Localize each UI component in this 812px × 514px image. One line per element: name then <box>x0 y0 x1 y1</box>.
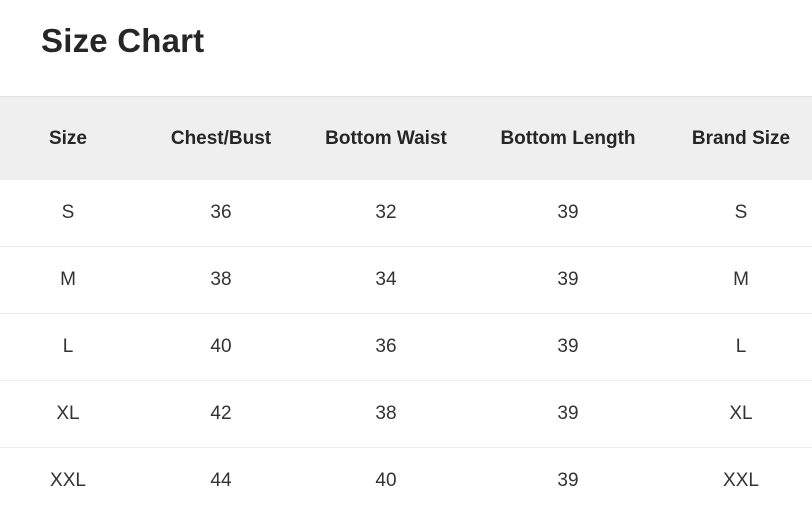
column-header-brand-size: Brand Size <box>670 97 812 181</box>
cell-bottom-waist: 38 <box>306 381 466 448</box>
cell-size: L <box>0 314 136 381</box>
column-header-chest-bust: Chest/Bust <box>136 97 306 181</box>
cell-brand-size: XXL <box>670 448 812 514</box>
column-header-size: Size <box>0 97 136 181</box>
cell-size: XL <box>0 381 136 448</box>
cell-bottom-waist: 36 <box>306 314 466 381</box>
cell-bottom-length: 39 <box>466 180 670 247</box>
column-header-bottom-waist: Bottom Waist <box>306 97 466 181</box>
cell-bottom-waist: 40 <box>306 448 466 514</box>
cell-bottom-length: 39 <box>466 247 670 314</box>
cell-brand-size: XL <box>670 381 812 448</box>
page-title: Size Chart <box>41 22 204 60</box>
cell-size: XXL <box>0 448 136 514</box>
cell-chest-bust: 38 <box>136 247 306 314</box>
cell-bottom-waist: 34 <box>306 247 466 314</box>
cell-bottom-length: 39 <box>466 381 670 448</box>
column-header-bottom-length: Bottom Length <box>466 97 670 181</box>
cell-chest-bust: 44 <box>136 448 306 514</box>
cell-brand-size: L <box>670 314 812 381</box>
size-chart-table: Size Chest/Bust Bottom Waist Bottom Leng… <box>0 96 812 514</box>
cell-chest-bust: 42 <box>136 381 306 448</box>
table-header-row: Size Chest/Bust Bottom Waist Bottom Leng… <box>0 97 812 181</box>
cell-brand-size: S <box>670 180 812 247</box>
cell-size: S <box>0 180 136 247</box>
cell-bottom-length: 39 <box>466 314 670 381</box>
cell-bottom-length: 39 <box>466 448 670 514</box>
cell-brand-size: M <box>670 247 812 314</box>
cell-chest-bust: 40 <box>136 314 306 381</box>
cell-bottom-waist: 32 <box>306 180 466 247</box>
cell-chest-bust: 36 <box>136 180 306 247</box>
cell-size: M <box>0 247 136 314</box>
